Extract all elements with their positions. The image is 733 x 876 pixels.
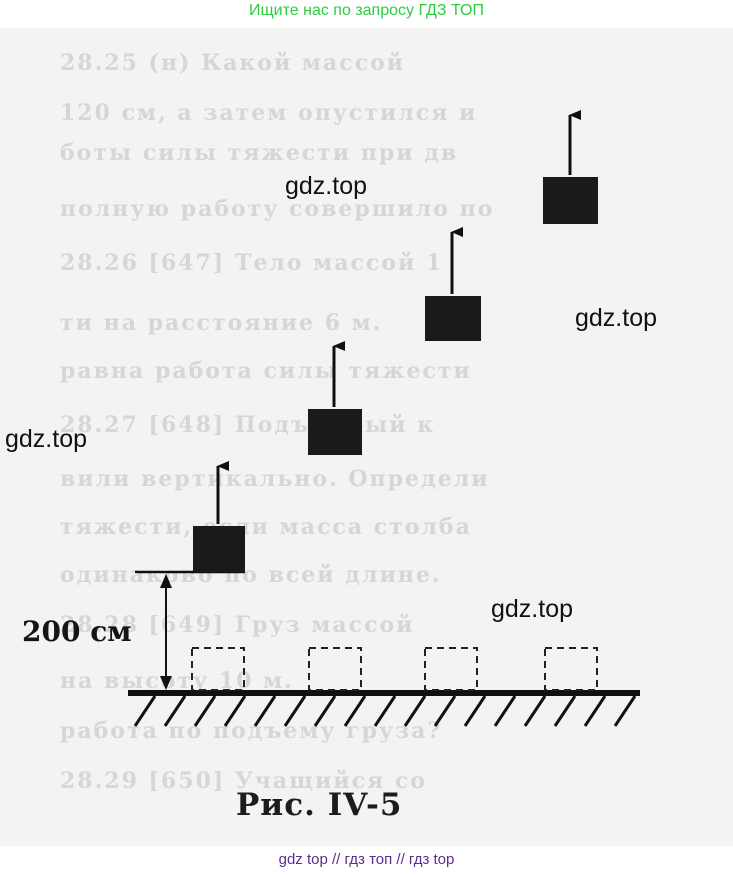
- initial-block-outline-1: [191, 647, 245, 691]
- scanned-page-background: 28.25 (н) Какой массой 120 см, а затем о…: [0, 28, 733, 846]
- bleed-through-text: тяжести, если масса столба: [60, 514, 472, 540]
- bleed-through-text: боты силы тяжести при дв: [60, 140, 459, 166]
- bleed-through-text: 28.29 [650] Учащийся со: [60, 768, 427, 794]
- raised-block-2: [308, 409, 362, 455]
- watermark: gdz.top: [575, 304, 658, 332]
- raised-block-3: [425, 296, 481, 341]
- raised-block-1: [193, 526, 245, 572]
- dimension-arrow-up: [160, 574, 172, 588]
- watermark: gdz.top: [285, 172, 368, 200]
- bleed-through-text: 28.27 [648] Подъемный к: [60, 412, 436, 438]
- initial-block-outline-3: [424, 647, 478, 691]
- initial-block-outline-2: [308, 647, 362, 691]
- force-arrows: [216, 110, 581, 524]
- bleed-through-text: одинаково по всей длине.: [60, 562, 442, 588]
- search-hint-link[interactable]: Ищите нас по запросу ГДЗ ТОП: [249, 2, 484, 19]
- watermark: gdz.top: [491, 595, 574, 623]
- initial-block-outlines: [191, 647, 598, 691]
- footer-link[interactable]: gdz top // гдз топ // гдз top: [278, 851, 455, 868]
- figure-caption: Рис. IV-5: [236, 787, 403, 823]
- bleed-through-text: полную работу совершило по: [60, 196, 495, 222]
- bleed-through-text: 28.25 (н) Какой массой: [60, 50, 406, 76]
- ground-hatching: [133, 695, 637, 727]
- bleed-through-text: вили вертикально. Определи: [60, 466, 490, 492]
- raised-block-4: [543, 177, 598, 224]
- bleed-through-text: 28.26 [647] Тело массой 1: [60, 250, 444, 276]
- bleed-through-text: равна работа силы тяжести: [60, 358, 472, 384]
- initial-block-outline-4: [544, 647, 598, 691]
- dimension-arrow-down: [160, 676, 172, 690]
- bleed-through-text: 120 см, а затем опустился и: [60, 100, 478, 126]
- bleed-through-text: 28.28 [649] Груз массой: [60, 612, 415, 638]
- bleed-through-text: на высоту 10 м.: [60, 668, 294, 694]
- watermark: gdz.top: [5, 425, 88, 453]
- height-label: 200 см: [22, 615, 132, 648]
- bleed-through-text: ти на расстояние 6 м.: [60, 310, 383, 336]
